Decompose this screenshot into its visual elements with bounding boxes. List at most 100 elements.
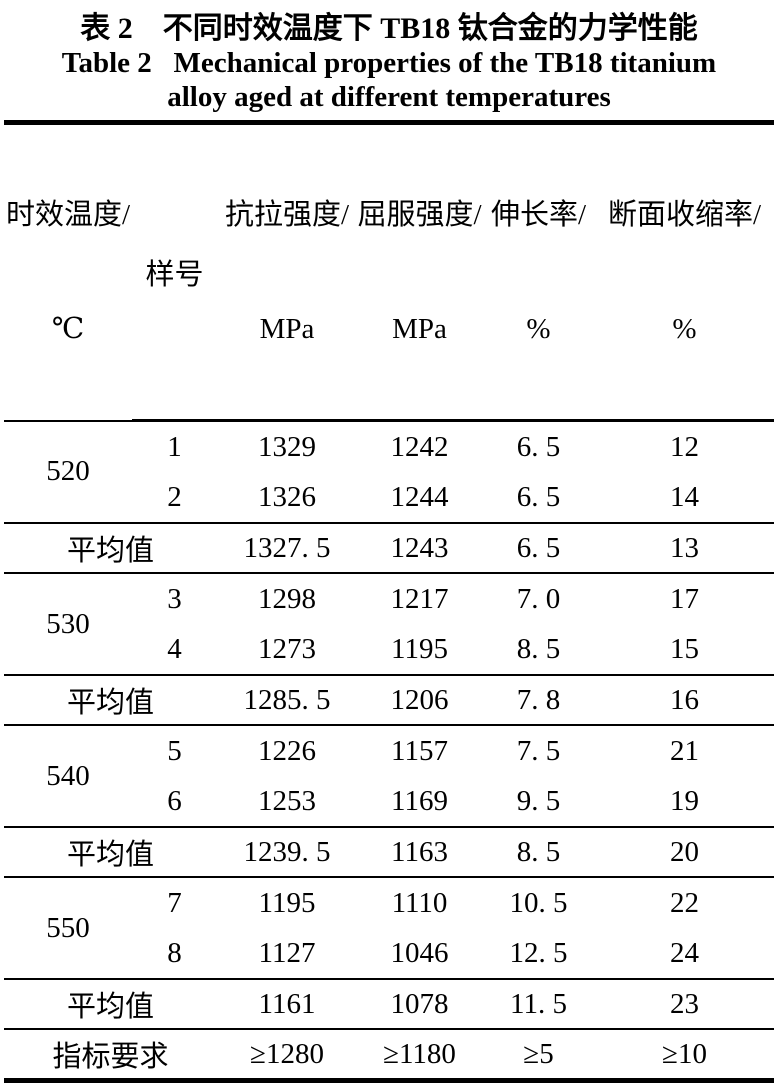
elongation-cell: 6. 5 [516,430,561,463]
elongation-cell: 7. 8 [516,683,561,716]
avg-label-cell: 平均值 [66,991,154,1023]
sample-cell: 1 [167,430,182,463]
ys-cell: ≥1180 [383,1037,456,1070]
header-tensile-strength-label: 抗拉强度/ [224,199,350,231]
uts-cell: 1329 [258,430,316,463]
sample-cell: 2 [167,480,182,513]
avg-row: 平均值 1285. 5 1206 7. 8 16 [4,675,774,725]
sample-cell: 6 [167,784,182,817]
ys-cell: 1243 [390,531,449,564]
uts-cell: 1195 [258,886,316,919]
data-row: 2 1326 1244 6. 5 14 [4,472,774,523]
ys-cell: 1157 [391,734,448,767]
header-elongation-label: 伸长率/ [490,199,587,231]
reduction-cell: 15 [670,632,699,665]
table-title-en-line2: alloy aged at different temperatures [167,81,611,113]
reduction-cell: 12 [670,430,699,463]
data-row: 4 1273 1195 8. 5 15 [4,624,774,675]
reduction-cell: 21 [670,734,699,767]
elongation-cell: ≥5 [523,1037,554,1070]
header-aging-temp-unit: ℃ [51,313,85,346]
reduction-cell: 24 [670,936,699,969]
header-yield-strength-unit: MPa [392,313,447,345]
elongation-cell: 6. 5 [516,531,561,564]
reduction-cell: 22 [670,886,699,919]
reduction-cell: 13 [670,531,699,564]
header-aging-temp-label: 时效温度/ [5,199,131,232]
ys-cell: 1206 [390,683,449,716]
avg-label-cell: 平均值 [66,687,154,719]
header-reduction-of-area-label: 断面收缩率/ [607,199,762,231]
ys-cell: 1217 [390,582,449,615]
elongation-cell: 10. 5 [509,886,568,919]
data-row: 540 5 1226 1157 7. 5 21 [4,725,774,792]
ys-cell: 1242 [390,430,449,463]
reduction-cell: 19 [670,784,699,817]
avg-row: 平均值 1161 1078 11. 5 23 [4,979,774,1029]
ys-cell: 1244 [390,480,449,513]
elongation-cell: 7. 0 [516,582,561,615]
table-title-en-line1: Table 2 Mechanical properties of the TB1… [61,47,717,79]
elongation-cell: 8. 5 [516,632,561,665]
header-tensile-strength-unit: MPa [259,313,315,345]
header-row: 时效温度/ ℃ 样号 抗拉强度/ MPa 屈服强度/ MPa 伸长率/ % 断面… [4,122,774,422]
data-row: 530 3 1298 1217 7. 0 17 [4,573,774,640]
reduction-cell: 16 [670,683,699,716]
temp-cell: 550 [46,911,90,944]
requirement-row: 指标要求 ≥1280 ≥1180 ≥5 ≥10 [4,1029,774,1081]
ys-cell: 1169 [391,784,448,817]
avg-row: 平均值 1239. 5 1163 8. 5 20 [4,827,774,877]
table-title-zh: 表 2 不同时效温度下 TB18 钛合金的力学性能 [80,12,698,45]
data-row: 520 1 1329 1242 6. 5 12 [4,421,774,488]
ys-cell: 1046 [390,936,449,969]
data-row: 550 7 1195 1110 10. 5 22 [4,877,774,944]
header-aging-temp: 时效温度/ ℃ [4,122,132,422]
temp-cell: 540 [46,759,90,792]
sample-cell: 3 [167,582,182,615]
header-yield-strength: 屈服强度/ MPa [357,122,482,422]
avg-label-cell: 平均值 [66,535,154,567]
uts-cell: 1161 [258,987,316,1020]
uts-cell: ≥1280 [250,1037,324,1070]
reduction-cell: 17 [670,582,699,615]
elongation-cell: 6. 5 [516,480,561,513]
elongation-cell: 12. 5 [509,936,568,969]
header-elongation-unit: % [526,313,551,345]
uts-cell: 1326 [258,480,316,513]
uts-cell: 1273 [258,632,316,665]
elongation-cell: 11. 5 [510,987,567,1020]
avg-row: 平均值 1327. 5 1243 6. 5 13 [4,523,774,573]
temp-cell: 530 [46,607,90,640]
sample-cell: 4 [167,632,182,665]
sample-cell: 5 [167,734,182,767]
elongation-cell: 8. 5 [516,835,561,868]
data-row: 6 1253 1169 9. 5 19 [4,776,774,827]
elongation-cell: 9. 5 [516,784,561,817]
uts-cell: 1327. 5 [243,531,331,564]
ys-cell: 1078 [390,987,449,1020]
requirement-label-cell: 指标要求 [52,1041,169,1073]
uts-cell: 1226 [258,734,316,767]
elongation-cell: 7. 5 [516,734,561,767]
ys-cell: 1163 [391,835,448,868]
uts-cell: 1285. 5 [243,683,331,716]
header-yield-strength-label: 屈服强度/ [357,199,482,231]
header-reduction-of-area: 断面收缩率/ % [595,122,774,422]
mechanical-properties-table: 时效温度/ ℃ 样号 抗拉强度/ MPa 屈服强度/ MPa 伸长率/ % 断面… [4,120,774,1083]
uts-cell: 1298 [258,582,316,615]
reduction-cell: 23 [670,987,699,1020]
ys-cell: 1110 [391,886,448,919]
uts-cell: 1239. 5 [243,835,331,868]
header-sample-no: 样号 [132,122,217,422]
temp-cell: 520 [46,455,90,488]
sample-cell: 7 [167,886,182,919]
sample-cell: 8 [167,936,182,969]
title-block: 表 2 不同时效温度下 TB18 钛合金的力学性能 Table 2 Mechan… [0,0,778,114]
header-elongation: 伸长率/ % [482,122,595,422]
avg-label-cell: 平均值 [66,839,154,871]
reduction-cell: 14 [670,480,699,513]
ys-cell: 1195 [391,632,448,665]
uts-cell: 1127 [258,936,316,969]
reduction-cell: ≥10 [662,1037,707,1070]
uts-cell: 1253 [258,784,316,817]
